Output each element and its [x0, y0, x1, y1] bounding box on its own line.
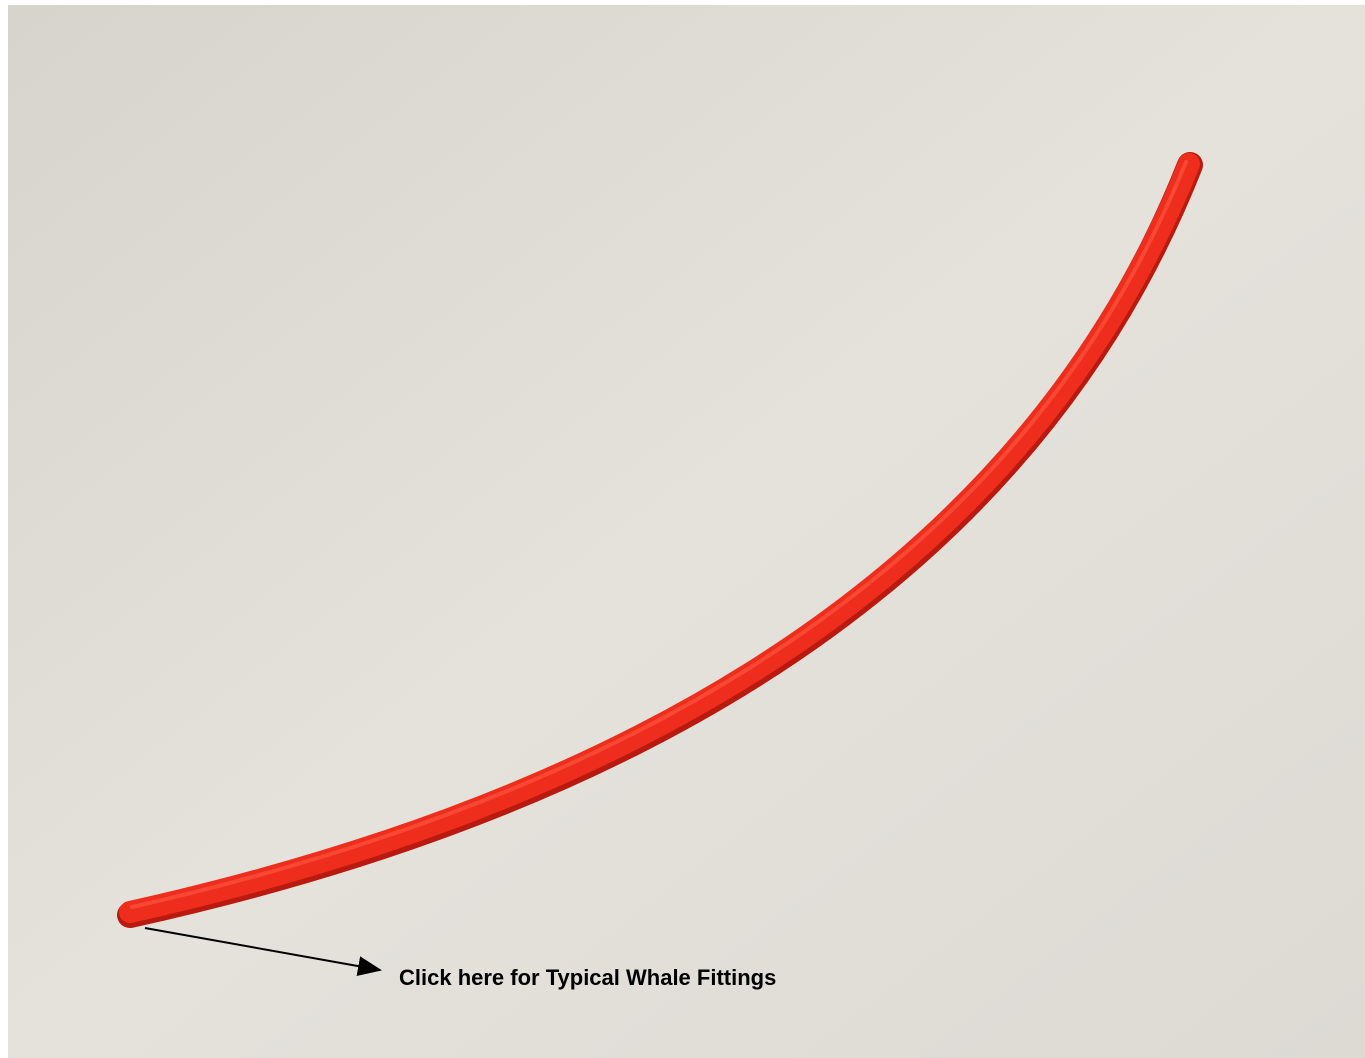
page: Click here for Typical Whale Fittings: [0, 0, 1365, 1058]
photo: [0, 0, 1365, 1058]
fittings-link[interactable]: Click here for Typical Whale Fittings: [399, 965, 776, 991]
